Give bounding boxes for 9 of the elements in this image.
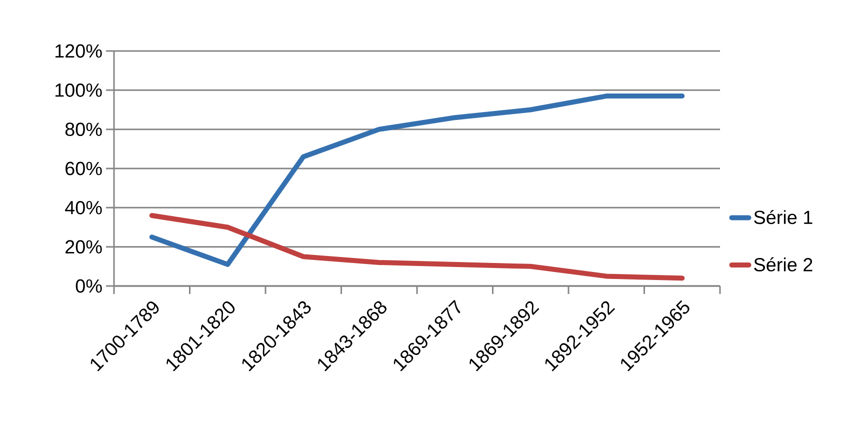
- y-tick-label: 20%: [66, 240, 102, 254]
- y-tick-label: 60%: [66, 162, 102, 176]
- y-tick-label: 0%: [76, 279, 102, 293]
- y-tick-label: 100%: [56, 83, 102, 97]
- y-tick-label: 80%: [65, 122, 102, 136]
- y-tick-label: 40%: [65, 200, 102, 214]
- legend-label: Série 1: [754, 210, 812, 224]
- y-tick-label: 120%: [56, 44, 102, 58]
- legend-label: Série 2: [754, 257, 812, 272]
